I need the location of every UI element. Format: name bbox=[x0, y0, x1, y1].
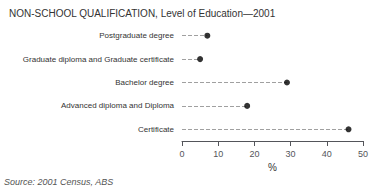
svg-text:Certificate: Certificate bbox=[138, 125, 175, 134]
svg-text:Bachelor degree: Bachelor degree bbox=[115, 78, 174, 87]
svg-text:10: 10 bbox=[213, 149, 223, 159]
svg-text:0: 0 bbox=[179, 149, 184, 159]
svg-text:40: 40 bbox=[322, 149, 332, 159]
svg-text:20: 20 bbox=[249, 149, 259, 159]
svg-text:Postgraduate degree: Postgraduate degree bbox=[99, 31, 174, 40]
svg-text:Source: 2001 Census, ABS: Source: 2001 Census, ABS bbox=[4, 177, 113, 187]
svg-text:%: % bbox=[268, 162, 277, 173]
svg-text:30: 30 bbox=[286, 149, 296, 159]
svg-text:Advanced diploma and Diploma: Advanced diploma and Diploma bbox=[61, 101, 175, 110]
svg-text:50: 50 bbox=[358, 149, 368, 159]
svg-text:Graduate diploma and Graduate: Graduate diploma and Graduate certificat… bbox=[23, 55, 175, 64]
svg-text:NON-SCHOOL QUALIFICATION, Leve: NON-SCHOOL QUALIFICATION, Level of Educa… bbox=[9, 8, 276, 19]
